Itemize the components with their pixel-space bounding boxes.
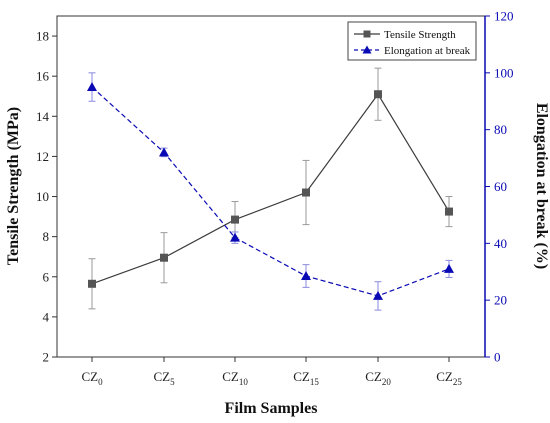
data-point	[230, 232, 240, 242]
y-right-tick-label: 0	[494, 350, 501, 365]
legend-marker-elongation	[362, 45, 372, 54]
legend-marker-tensile	[363, 30, 371, 38]
y-left-tick-label: 12	[36, 149, 49, 164]
x-tick-label-subscript: 5	[170, 377, 175, 387]
x-tick-label-base: CZ	[222, 369, 239, 384]
y-left-tick-label: 8	[43, 229, 50, 244]
x-tick-label-subscript: 0	[98, 377, 103, 387]
y-left-tick-label: 4	[43, 309, 50, 324]
data-point	[159, 147, 169, 157]
x-tick-label-base: CZ	[293, 369, 310, 384]
x-tick-label: CZ25	[436, 369, 462, 387]
data-point	[444, 263, 454, 273]
y-left-axis-title: Tensile Strength (MPa)	[5, 107, 22, 265]
y-right-tick-label: 60	[494, 179, 507, 194]
y-left-tick-label: 16	[36, 69, 50, 84]
data-point	[160, 253, 168, 262]
left-axis: 2 4 6 8 10 12 14 16 18	[36, 29, 57, 365]
x-tick-label-base: CZ	[365, 369, 382, 384]
x-tick-label-subscript: 15	[310, 377, 320, 387]
series-line	[91, 86, 450, 297]
x-tick-label-base: CZ	[153, 369, 170, 384]
x-tick-label: CZ5	[153, 369, 175, 387]
x-tick-label: CZ10	[222, 369, 248, 387]
y-right-tick-label: 100	[494, 65, 514, 80]
x-tick-label: CZ20	[365, 369, 391, 387]
plot-frame	[56, 15, 486, 358]
right-axis: 0 20 40 60 80 100 120	[484, 9, 514, 365]
x-tick-label-subscript: 20	[382, 377, 392, 387]
y-right-tick-label: 80	[494, 122, 507, 137]
y-right-tick-label: 40	[494, 236, 507, 251]
data-point	[445, 207, 453, 216]
y-left-tick-label: 14	[36, 109, 50, 124]
series-1	[87, 72, 454, 311]
legend-label-elongation: Elongation at break	[384, 45, 471, 57]
y-left-tick-label: 6	[43, 269, 50, 284]
data-point	[374, 90, 382, 99]
x-tick-label-base: CZ	[436, 369, 453, 384]
x-axis: CZ0 CZ5 CZ10 CZ15 CZ20 CZ25	[81, 357, 462, 387]
x-tick-label-subscript: 25	[453, 377, 463, 387]
y-right-tick-label: 120	[494, 9, 514, 24]
legend-label-tensile: Tensile Strength	[384, 29, 456, 41]
y-left-tick-label: 10	[36, 189, 49, 204]
x-tick-label-base: CZ	[81, 369, 98, 384]
data-point	[373, 290, 383, 300]
data-point	[301, 271, 311, 281]
x-axis-title: Film Samples	[225, 400, 318, 417]
data-point	[302, 188, 310, 197]
data-point	[231, 215, 239, 224]
legend: Tensile Strength Elongation at break	[347, 21, 477, 61]
series-0	[88, 67, 453, 310]
x-tick-label: CZ0	[81, 369, 103, 387]
legend-box	[347, 21, 477, 61]
y-right-tick-label: 20	[494, 293, 507, 308]
y-left-tick-label: 2	[43, 350, 50, 365]
data-point	[87, 82, 97, 92]
x-tick-label-subscript: 10	[239, 377, 249, 387]
series-line	[91, 93, 450, 285]
x-tick-label: CZ15	[293, 369, 319, 387]
data-point	[88, 279, 96, 288]
series-layer	[87, 67, 454, 311]
y-left-tick-label: 18	[36, 29, 49, 44]
y-right-axis-title: Elongation at break (%)	[533, 103, 550, 269]
